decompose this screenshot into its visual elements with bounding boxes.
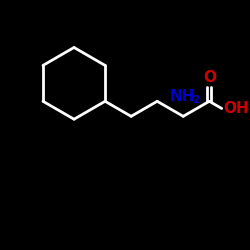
Text: NH: NH (169, 89, 195, 104)
Text: OH: OH (224, 101, 249, 116)
Text: 2: 2 (192, 96, 199, 106)
Text: O: O (203, 70, 216, 85)
